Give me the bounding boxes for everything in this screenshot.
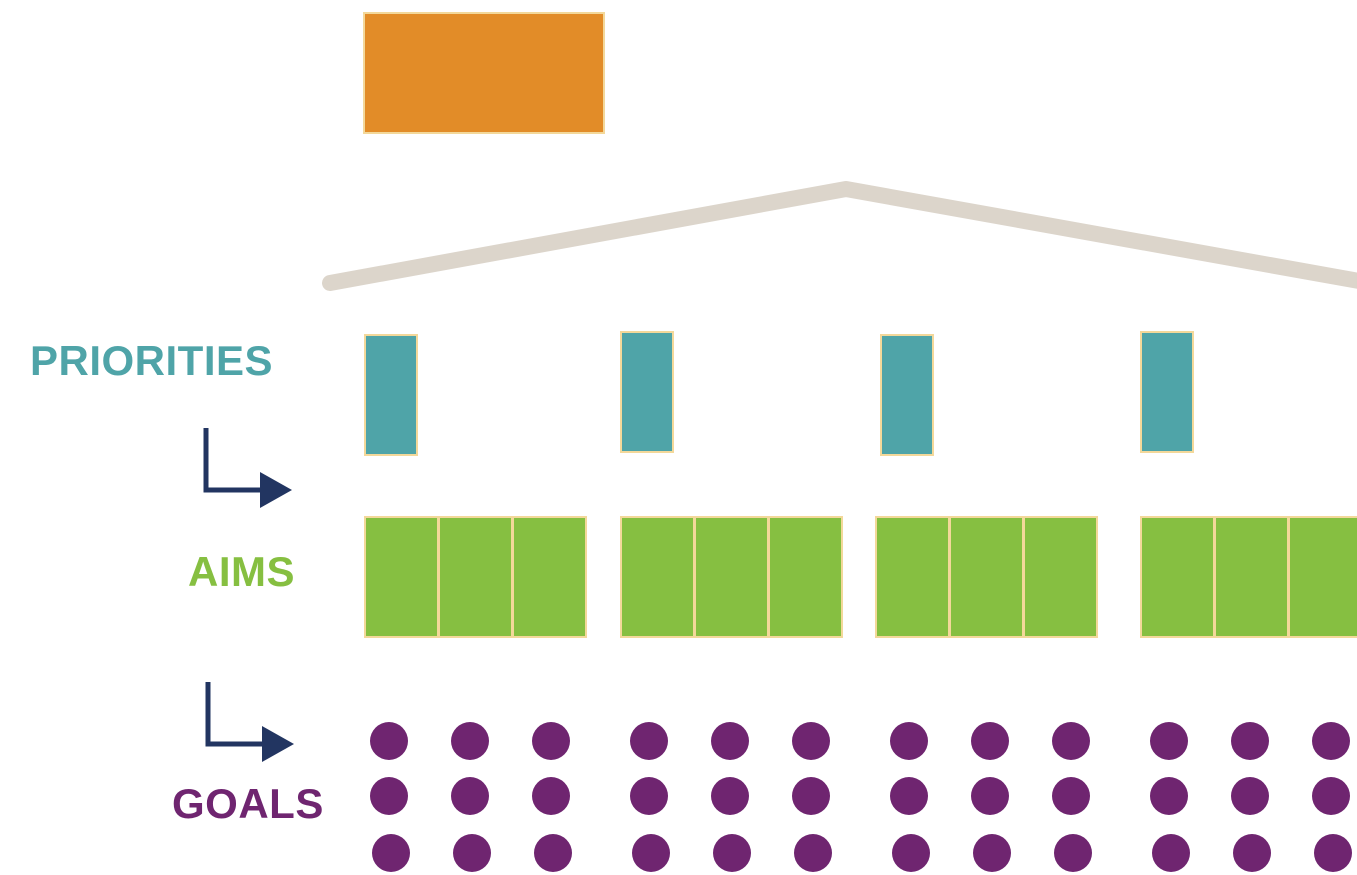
- goal-dot: [711, 722, 749, 760]
- goal-dot: [892, 834, 930, 872]
- goal-dot: [1052, 777, 1090, 815]
- goal-dot: [1150, 777, 1188, 815]
- aim-cell: [768, 516, 843, 638]
- goal-dot: [1054, 834, 1092, 872]
- goal-dot: [1152, 834, 1190, 872]
- goal-dot: [630, 722, 668, 760]
- goal-dot: [1231, 722, 1269, 760]
- goal-dot: [1052, 722, 1090, 760]
- goal-dot: [372, 834, 410, 872]
- goal-dot: [451, 722, 489, 760]
- aim-group-1: [364, 516, 587, 638]
- goal-dot: [973, 834, 1011, 872]
- aim-group-4: [1140, 516, 1357, 638]
- priority-block-2: [620, 331, 674, 453]
- aim-cell: [438, 516, 513, 638]
- goal-dot: [453, 834, 491, 872]
- goals-label: GOALS: [172, 780, 324, 827]
- roof-line: [322, 181, 1357, 291]
- goal-dot: [1314, 834, 1352, 872]
- aim-cell: [620, 516, 695, 638]
- aim-cell: [694, 516, 769, 638]
- goal-dot: [1231, 777, 1269, 815]
- aim-group-2: [620, 516, 843, 638]
- goal-dot: [451, 777, 489, 815]
- goal-dot: [792, 777, 830, 815]
- goal-dot: [1150, 722, 1188, 760]
- aim-cell: [1023, 516, 1098, 638]
- goal-dot: [1312, 777, 1350, 815]
- priority-block-1: [364, 334, 418, 456]
- goal-dot: [890, 722, 928, 760]
- goal-dot: [534, 834, 572, 872]
- aim-group-3: [875, 516, 1098, 638]
- aim-cell: [512, 516, 587, 638]
- goal-dot: [370, 722, 408, 760]
- priority-block-4: [1140, 331, 1194, 453]
- priorities-label: PRIORITIES: [30, 337, 274, 384]
- goal-dot: [792, 722, 830, 760]
- aim-cell: [1140, 516, 1215, 638]
- priority-block-3: [880, 334, 934, 456]
- goal-dot: [713, 834, 751, 872]
- goal-dot: [1233, 834, 1271, 872]
- goal-dot: [890, 777, 928, 815]
- goal-dot: [532, 777, 570, 815]
- aim-cell: [1214, 516, 1289, 638]
- goal-dot: [711, 777, 749, 815]
- aim-cell: [364, 516, 439, 638]
- aim-cell: [875, 516, 950, 638]
- aim-cell: [949, 516, 1024, 638]
- arrow-aims-to-goals-icon: [205, 682, 294, 762]
- arrow-priorities-to-aims-icon: [203, 428, 292, 508]
- goal-dot: [971, 777, 1009, 815]
- aim-cell: [1288, 516, 1357, 638]
- top-block: [363, 12, 605, 134]
- goal-dot: [971, 722, 1009, 760]
- aims-label: AIMS: [188, 548, 295, 595]
- goal-dot: [630, 777, 668, 815]
- goal-dot: [532, 722, 570, 760]
- goal-dot: [794, 834, 832, 872]
- goal-dot: [370, 777, 408, 815]
- goal-dot: [1312, 722, 1350, 760]
- goal-dot: [632, 834, 670, 872]
